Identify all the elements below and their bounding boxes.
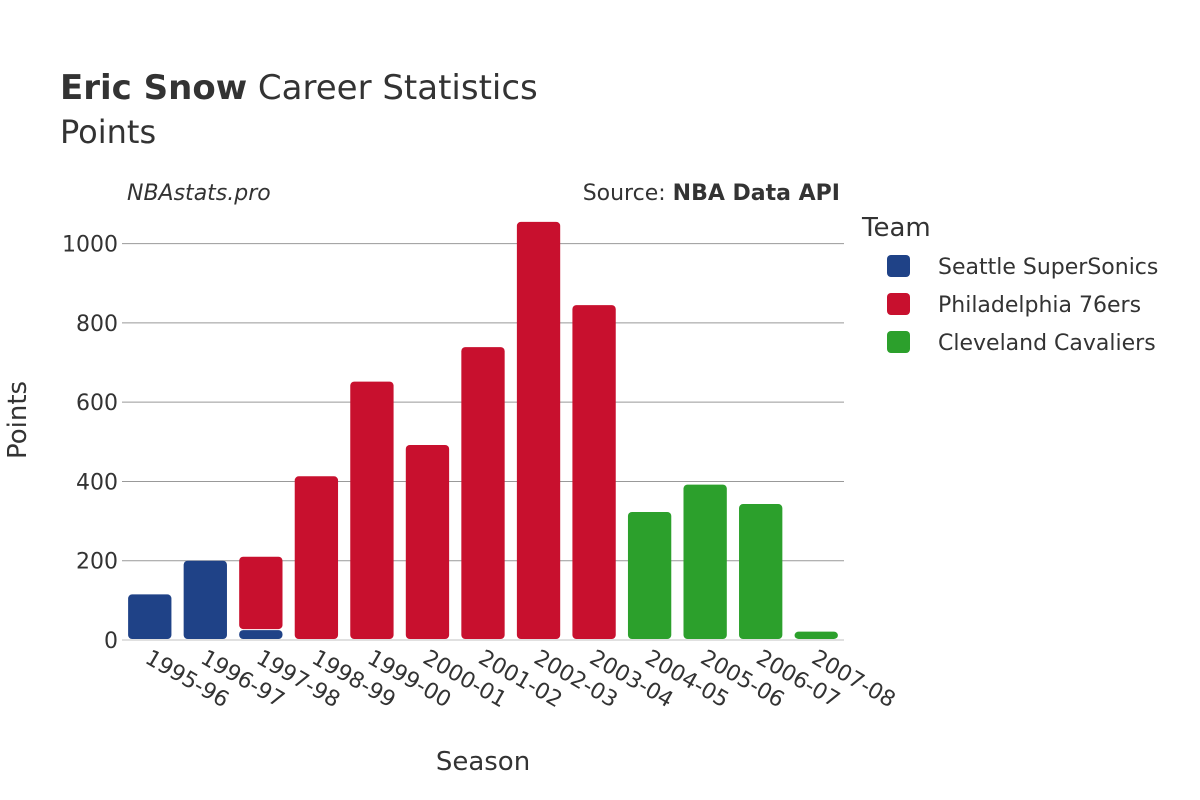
bar-1997-98-philadelphia-76ers[interactable]	[239, 556, 283, 630]
player-name: Eric Snow	[60, 68, 248, 108]
bar-1999-00-philadelphia-76ers[interactable]	[350, 381, 394, 639]
bars	[128, 221, 838, 639]
bar-1995-96-seattle-supersonics[interactable]	[128, 594, 172, 639]
legend-label: Seattle SuperSonics	[938, 255, 1158, 280]
y-tick-label: 0	[104, 629, 118, 654]
x-axis-title: Season	[436, 747, 530, 777]
x-tick-labels: 1995-961996-971997-981998-991999-002000-…	[141, 646, 900, 714]
legend-label: Philadelphia 76ers	[938, 293, 1141, 318]
y-tick-label: 400	[76, 470, 118, 495]
bar-1997-98-seattle-supersonics[interactable]	[239, 630, 283, 639]
legend-swatch	[887, 293, 910, 315]
y-tick-label: 200	[76, 550, 118, 575]
bar-2004-05-cleveland-cavaliers[interactable]	[627, 511, 672, 639]
legend-swatch	[887, 331, 910, 353]
chart-subtitle: Points	[60, 113, 157, 151]
y-axis-title: Points	[3, 381, 33, 459]
bar-2006-07-cleveland-cavaliers[interactable]	[739, 504, 783, 639]
bar-2007-08-cleveland-cavaliers[interactable]	[794, 631, 838, 639]
bar-1998-99-philadelphia-76ers[interactable]	[294, 476, 339, 639]
legend: Team Seattle SuperSonics Philadelphia 76e…	[861, 213, 1158, 356]
bar-2000-01-philadelphia-76ers[interactable]	[405, 444, 450, 639]
legend-swatch	[887, 255, 910, 277]
source-prefix: Source:	[583, 181, 673, 206]
y-tick-label: 600	[76, 391, 118, 416]
legend-label: Cleveland Cavaliers	[938, 331, 1156, 356]
legend-title: Team	[861, 213, 931, 243]
bar-2003-04-philadelphia-76ers[interactable]	[572, 305, 616, 639]
source-name: NBA Data API	[673, 181, 840, 206]
bar-2002-03-philadelphia-76ers[interactable]	[516, 221, 561, 639]
y-tick-label: 800	[76, 312, 118, 337]
y-tick-labels: 0 200 400 600 800 1000	[62, 233, 118, 654]
legend-items: Seattle SuperSonics Philadelphia 76ers Cle…	[887, 255, 1158, 356]
bar-2001-02-philadelphia-76ers[interactable]	[461, 347, 505, 639]
chart-title: Eric Snow Career Statistics	[60, 66, 538, 110]
watermark: NBAstats.pro	[127, 181, 271, 206]
bar-2005-06-cleveland-cavaliers[interactable]	[683, 484, 727, 639]
title-rest: Career Statistics	[257, 68, 538, 108]
bar-1996-97-seattle-supersonics[interactable]	[183, 560, 227, 639]
y-tick-label: 1000	[62, 233, 118, 258]
source-credit: Source: NBA Data API	[583, 181, 840, 206]
